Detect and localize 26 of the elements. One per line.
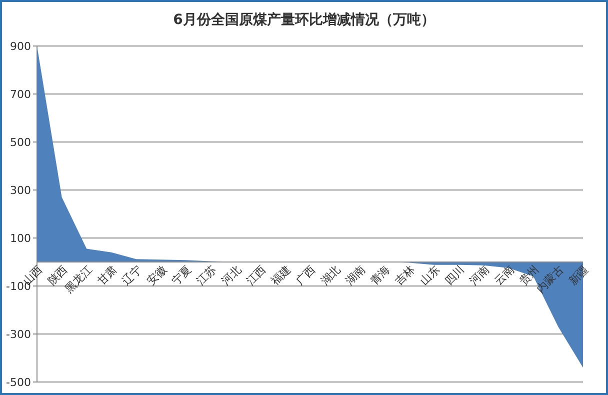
x-tick-label: 福建 <box>268 262 294 288</box>
x-tick-label: 江西 <box>244 262 268 288</box>
x-tick-label: 吉林 <box>392 262 418 288</box>
y-tick-label: 100 <box>10 232 31 245</box>
y-tick-label: 700 <box>10 88 31 101</box>
x-tick-label: 安徽 <box>144 262 170 288</box>
y-tick-label: -300 <box>6 328 31 341</box>
x-tick-label: 江苏 <box>194 262 219 288</box>
x-tick-label: 新疆 <box>566 262 592 288</box>
x-tick-label: 宁夏 <box>169 262 194 288</box>
x-tick-label: 河南 <box>467 262 492 288</box>
x-tick-label: 湖南 <box>343 262 368 288</box>
x-tick-label: 甘肃 <box>94 262 120 288</box>
chart-title: 6月份全国原煤产量环比增减情况（万吨） <box>173 11 435 28</box>
x-tick-label: 四川 <box>442 262 468 288</box>
x-tick-label: 云南 <box>492 262 517 288</box>
x-tick-label: 山东 <box>417 262 442 288</box>
x-tick-label: 青海 <box>368 262 393 288</box>
x-tick-label: 河北 <box>218 262 244 288</box>
x-tick-label: 广西 <box>293 262 318 288</box>
y-tick-label: 500 <box>10 136 31 149</box>
x-tick-label: 辽宁 <box>120 262 144 288</box>
x-tick-label: 湖北 <box>318 262 343 288</box>
y-tick-label: -500 <box>6 376 31 389</box>
y-tick-label: 300 <box>10 184 31 197</box>
y-tick-label: 900 <box>10 40 31 53</box>
